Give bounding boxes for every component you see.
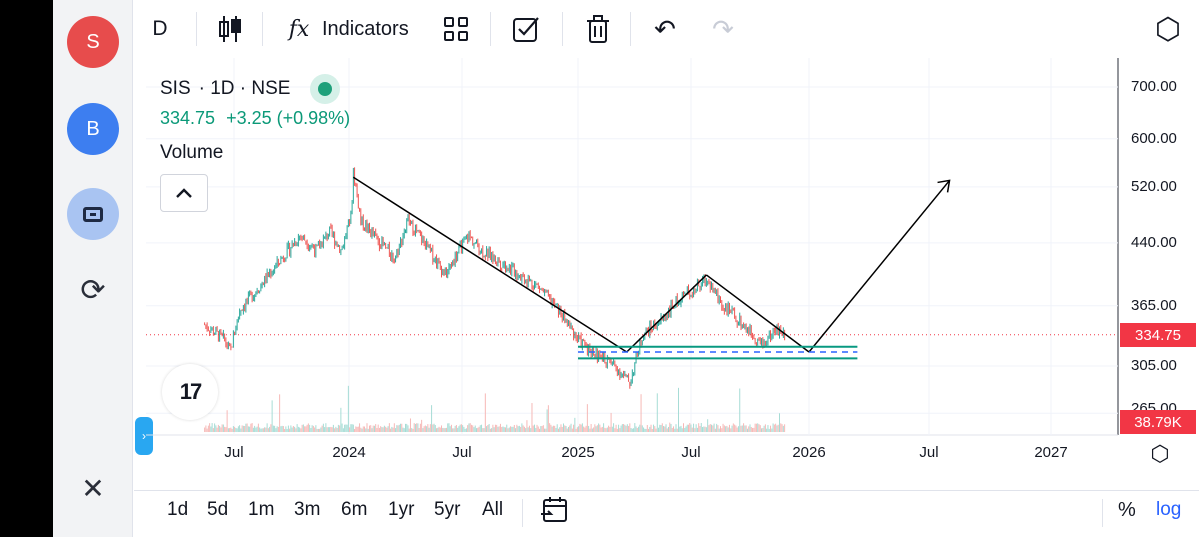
price-axis-tick: 600.00 (1131, 130, 1177, 147)
indicators-button[interactable]: Indicators (322, 17, 409, 40)
sync-icon[interactable]: ⟳ (80, 273, 106, 307)
interval-button[interactable]: D (152, 17, 168, 40)
toolbar-divider (630, 12, 631, 46)
candle-style-button[interactable] (214, 9, 246, 49)
trendline-drawing (705, 274, 810, 353)
settings-icon[interactable]: ⬡ (1154, 12, 1182, 46)
collapse-legend-button[interactable] (160, 174, 208, 212)
calendar-icon (541, 497, 567, 522)
undo-icon[interactable]: ↶ (654, 13, 676, 44)
candlestick-icon (219, 16, 241, 42)
side-panel: S B ⟳ ✕ (53, 0, 133, 537)
expand-panel-button[interactable]: › (135, 417, 153, 455)
volume-legend[interactable]: Volume (160, 142, 224, 163)
tradingview-logo[interactable]: 17 (162, 364, 218, 420)
trendline-drawing (808, 179, 951, 353)
log-scale-button[interactable]: log (1156, 499, 1182, 520)
time-axis-tick: 2027 (1034, 444, 1068, 461)
toolbar-divider (262, 12, 263, 46)
chevron-up-icon (176, 188, 192, 198)
range-all-button[interactable]: All (482, 499, 504, 520)
range-6m-button[interactable]: 6m (341, 499, 368, 520)
avatar-b-button[interactable]: B (67, 103, 119, 155)
price-axis-tick: 520.00 (1131, 178, 1177, 195)
bottom-divider (522, 499, 523, 527)
goto-date-button[interactable] (540, 495, 570, 531)
range-1d-button[interactable]: 1d (167, 499, 189, 520)
symbol-name: SIS (160, 78, 191, 99)
trendline-drawing (352, 176, 628, 353)
trendline-drawing (626, 274, 707, 353)
range-5yr-button[interactable]: 5yr (434, 499, 461, 520)
avatar-s-button[interactable]: S (67, 16, 119, 68)
arrow-head (937, 179, 951, 193)
range-3m-button[interactable]: 3m (294, 499, 321, 520)
axis-settings-icon[interactable]: ⬡ (1150, 441, 1170, 466)
close-icon[interactable]: ✕ (81, 472, 105, 504)
price-axis-tick: 440.00 (1131, 234, 1177, 251)
last-price: 334.75 (160, 108, 216, 128)
time-axis-tick: Jul (681, 444, 701, 461)
toolbar-divider (490, 12, 491, 46)
price-change-legend: 334.75 +3.25 (+0.98%) (160, 108, 350, 129)
toolbar-divider (196, 12, 197, 46)
checkbox-icon (513, 17, 539, 42)
symbol-interval: · 1D · NSE (198, 78, 291, 99)
time-axis-tick: Jul (452, 444, 472, 461)
delete-button[interactable] (582, 9, 614, 49)
price-chart[interactable] (146, 58, 1199, 490)
bottom-divider (1102, 499, 1103, 527)
lock-button[interactable] (67, 188, 119, 240)
last-volume-tag: 38.79K (1120, 410, 1196, 434)
range-5d-button[interactable]: 5d (207, 499, 229, 520)
range-1yr-button[interactable]: 1yr (388, 499, 415, 520)
price-axis-tick: 700.00 (1131, 78, 1177, 95)
redo-icon[interactable]: ↷ (712, 13, 734, 44)
toolbar-divider (562, 12, 563, 46)
range-1m-button[interactable]: 1m (248, 499, 275, 520)
time-axis-tick: 2025 (561, 444, 595, 461)
market-status-icon (310, 74, 341, 104)
bottom-bar: 1d 5d 1m 3m 6m 1yr 5yr All % log (134, 490, 1199, 537)
trash-icon (587, 15, 609, 43)
time-axis-tick: Jul (224, 444, 244, 461)
last-price-tag: 334.75 (1120, 323, 1196, 347)
price-axis-tick: 305.00 (1131, 357, 1177, 374)
top-toolbar: D fx Indicators (134, 0, 1199, 58)
indicators-icon[interactable]: fx (288, 16, 310, 42)
grid-icon (444, 17, 468, 41)
price-axis-tick: 365.00 (1131, 297, 1177, 314)
price-change: +3.25 (+0.98%) (226, 108, 351, 128)
time-axis-tick: 2024 (332, 444, 366, 461)
percent-scale-button[interactable]: % (1118, 499, 1136, 521)
chart-area[interactable] (146, 58, 1199, 490)
lock-icon (83, 206, 103, 222)
alert-button[interactable] (510, 9, 542, 49)
layouts-button[interactable] (440, 9, 472, 49)
time-axis-tick: Jul (919, 444, 939, 461)
symbol-legend[interactable]: SIS · 1D · NSE (160, 74, 341, 104)
time-axis-tick: 2026 (792, 444, 826, 461)
screen-edge (0, 0, 53, 537)
